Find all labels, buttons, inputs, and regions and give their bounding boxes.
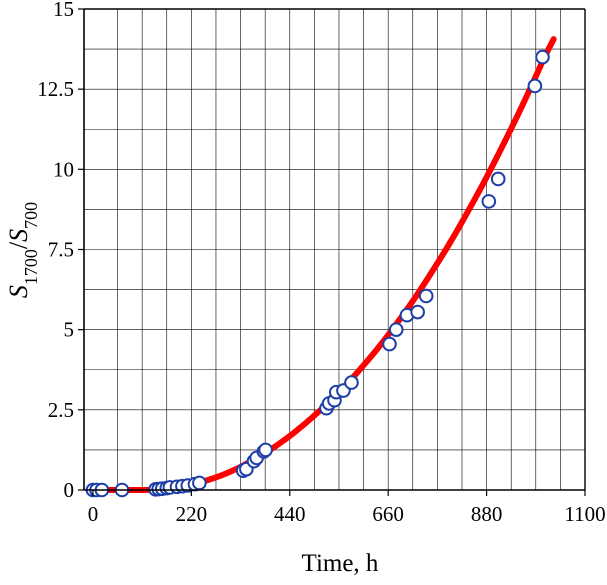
y-tick-label: 7.5 xyxy=(48,238,74,262)
points-layer xyxy=(85,49,550,498)
x-tick-label: 220 xyxy=(176,502,208,526)
y-axis-title-s2: S xyxy=(4,229,33,242)
x-tick-label: 440 xyxy=(274,502,306,526)
x-tick-label: 0 xyxy=(88,502,99,526)
y-axis-title: S1700/S700 xyxy=(4,202,41,298)
data-point xyxy=(382,336,397,352)
data-point xyxy=(410,304,426,320)
y-axis-title-sep: / xyxy=(4,241,33,249)
data-point xyxy=(258,442,273,458)
data-point xyxy=(192,475,207,491)
data-point xyxy=(418,288,434,304)
fit-curve xyxy=(89,36,557,493)
y-tick-label: 12.5 xyxy=(37,77,74,101)
ticks-layer: 0 220 440 660 880 1100 0 2.5 5 7.5 10 12.5 15 xyxy=(37,0,605,526)
y-axis-title-s1: S xyxy=(4,285,33,298)
data-point xyxy=(481,194,497,209)
y-tick-label: 2.5 xyxy=(48,398,74,422)
y-tick-label: 10 xyxy=(53,157,74,181)
data-point xyxy=(344,375,359,390)
data-point xyxy=(527,78,543,94)
x-tick-label: 660 xyxy=(372,502,404,526)
x-axis-title: Time, h xyxy=(302,550,379,577)
y-axis-title-sub2: 700 xyxy=(21,202,41,229)
data-point xyxy=(388,322,404,337)
y-axis-title-sub1: 1700 xyxy=(21,249,41,285)
y-tick-label: 0 xyxy=(64,478,75,502)
fit-layer xyxy=(89,36,557,493)
grid-layer xyxy=(84,9,586,490)
data-point xyxy=(490,171,506,187)
data-point xyxy=(535,49,550,65)
x-tick-label: 1100 xyxy=(564,502,605,526)
y-tick-label: 5 xyxy=(64,318,75,342)
y-tick-label: 15 xyxy=(53,0,74,21)
x-tick-label: 880 xyxy=(471,502,503,526)
